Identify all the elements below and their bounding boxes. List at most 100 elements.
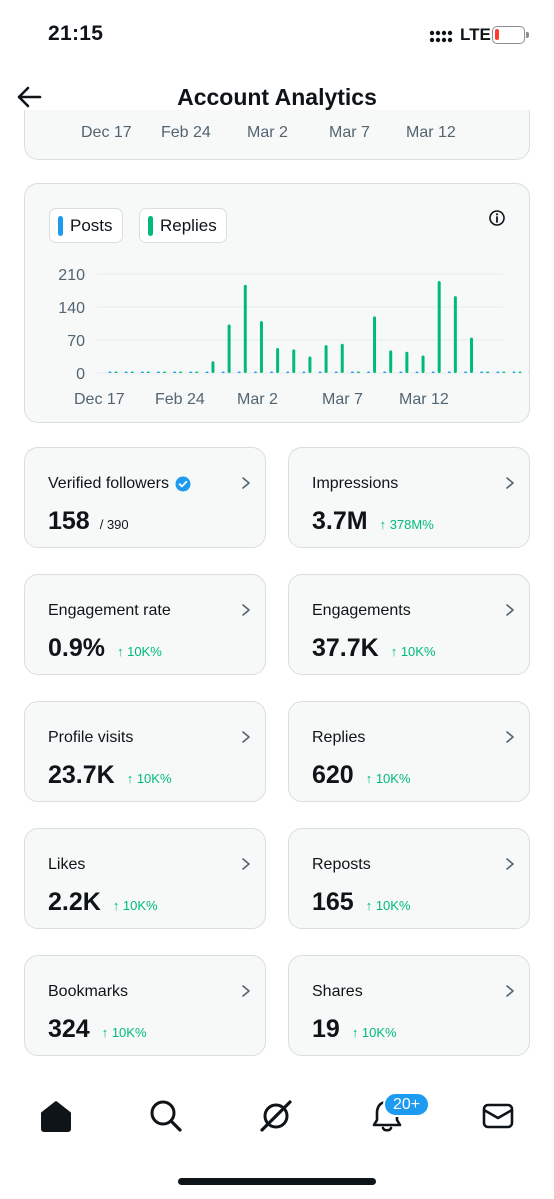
legend-swatch-replies — [148, 215, 153, 236]
metric-change: ↑ 10K% — [390, 644, 436, 659]
y-tick-label: 70 — [67, 333, 85, 350]
x-tick-label: Dec 17 — [74, 391, 125, 408]
x-tick: Dec 17 — [81, 124, 132, 141]
x-tick: Mar 2 — [247, 124, 288, 141]
bar-posts — [399, 371, 403, 373]
legend-label: Replies — [160, 215, 217, 235]
chevron-right-icon — [242, 477, 250, 489]
status-time: 21:15 — [48, 22, 104, 45]
status-bar: 21:15 LTE — [0, 0, 554, 70]
info-icon[interactable] — [487, 208, 507, 228]
metric-change: ↑ 10K% — [126, 771, 172, 786]
metric-change: ↑ 378M% — [379, 517, 434, 532]
chevron-right-icon — [242, 985, 250, 997]
chevron-right-icon — [506, 858, 514, 870]
bar-posts — [189, 371, 193, 373]
metric-value-text: 165 — [312, 888, 354, 916]
bar-replies — [243, 284, 247, 373]
bar-posts — [512, 371, 516, 373]
metric-change: ↑ 10K% — [112, 898, 158, 913]
bar-replies — [453, 296, 457, 373]
metric-card-engagement-rate[interactable]: Engagement rate 0.9% ↑ 10K% — [24, 574, 266, 675]
bar-replies — [114, 371, 118, 373]
metric-label: Verified followers — [48, 475, 191, 493]
metric-label: Bookmarks — [48, 983, 129, 1000]
bar-replies — [486, 371, 490, 373]
metric-label: Profile visits — [48, 729, 134, 746]
bar-posts — [140, 371, 144, 373]
bar-replies — [146, 371, 150, 373]
legend-replies[interactable]: Replies — [139, 208, 227, 243]
metric-card-bookmarks[interactable]: Bookmarks 324 ↑ 10K% — [24, 955, 266, 1056]
battery-icon — [492, 26, 529, 44]
metric-value-text: 3.7M — [312, 507, 368, 535]
bar-posts — [286, 371, 290, 373]
metric-card-replies[interactable]: Replies 620 ↑ 10K% — [288, 701, 530, 802]
metric-value: 37.7K ↑ 10K% — [312, 634, 436, 663]
bar-posts — [383, 371, 387, 373]
back-arrow-icon[interactable] — [14, 82, 44, 112]
bar-replies — [437, 281, 441, 373]
x-tick-label: Mar 7 — [322, 391, 363, 408]
chevron-right-icon — [242, 604, 250, 616]
messages-icon[interactable] — [478, 1096, 518, 1136]
metric-label-text: Verified followers — [48, 475, 169, 492]
bar-replies — [340, 343, 344, 373]
y-tick-label: 210 — [58, 267, 85, 284]
metric-card-engagements[interactable]: Engagements 37.7K ↑ 10K% — [288, 574, 530, 675]
bar-replies — [324, 345, 328, 373]
metric-label: Likes — [48, 856, 86, 873]
home-icon[interactable] — [36, 1096, 76, 1136]
bar-posts — [302, 371, 306, 373]
metric-label: Reposts — [312, 856, 371, 873]
tab-bar — [0, 1080, 554, 1150]
metric-card-profile-visits[interactable]: Profile visits 23.7K ↑ 10K% — [24, 701, 266, 802]
bar-replies — [162, 371, 166, 373]
bar-replies — [179, 371, 183, 373]
bar-replies — [211, 361, 215, 373]
metric-value: 0.9% ↑ 10K% — [48, 634, 162, 663]
metric-value: 23.7K ↑ 10K% — [48, 761, 172, 790]
bar-posts — [334, 371, 338, 373]
bar-replies — [373, 316, 377, 373]
verified-badge-icon — [175, 476, 191, 492]
metric-label: Engagements — [312, 602, 411, 619]
signal-icon — [429, 30, 453, 43]
metric-label: Shares — [312, 983, 363, 1000]
battery-level — [495, 29, 499, 40]
bar-posts — [156, 371, 160, 373]
metric-value: 2.2K ↑ 10K% — [48, 888, 158, 917]
bar-replies — [421, 355, 425, 373]
grok-icon[interactable] — [256, 1096, 296, 1136]
bar-posts — [221, 371, 225, 373]
bar-replies — [195, 371, 199, 373]
bar-replies — [356, 371, 360, 373]
x-tick-label: Feb 24 — [155, 391, 205, 408]
metric-card-shares[interactable]: Shares 19 ↑ 10K% — [288, 955, 530, 1056]
x-tick-label: Mar 12 — [399, 391, 449, 408]
network-label: LTE — [460, 25, 491, 44]
metric-card-impressions[interactable]: Impressions 3.7M ↑ 378M% — [288, 447, 530, 548]
metric-value-text: 23.7K — [48, 761, 115, 789]
x-tick-label: Mar 2 — [237, 391, 278, 408]
bar-posts — [447, 371, 451, 373]
metric-label: Impressions — [312, 475, 399, 492]
search-icon[interactable] — [146, 1096, 186, 1136]
metric-value-text: 0.9% — [48, 634, 105, 662]
previous-chart-card: Dec 17 Feb 24 Mar 2 Mar 7 Mar 12 — [24, 110, 530, 160]
metric-value: 3.7M ↑ 378M% — [312, 507, 434, 536]
metric-value-text: 620 — [312, 761, 354, 789]
bar-replies — [292, 349, 296, 373]
bar-posts — [270, 371, 274, 373]
metric-change: ↑ 10K% — [365, 771, 411, 786]
nav-header: Account Analytics — [0, 70, 554, 128]
metric-card-reposts[interactable]: Reposts 165 ↑ 10K% — [288, 828, 530, 929]
bar-replies — [276, 348, 280, 373]
legend-posts[interactable]: Posts — [49, 208, 123, 243]
metric-card-verified-followers[interactable]: Verified followers 158 / 390 — [24, 447, 266, 548]
bar-replies — [308, 356, 312, 373]
metric-value-text: 324 — [48, 1015, 90, 1043]
metric-value-text: 37.7K — [312, 634, 379, 662]
metric-card-likes[interactable]: Likes 2.2K ↑ 10K% — [24, 828, 266, 929]
bar-replies — [227, 324, 231, 373]
